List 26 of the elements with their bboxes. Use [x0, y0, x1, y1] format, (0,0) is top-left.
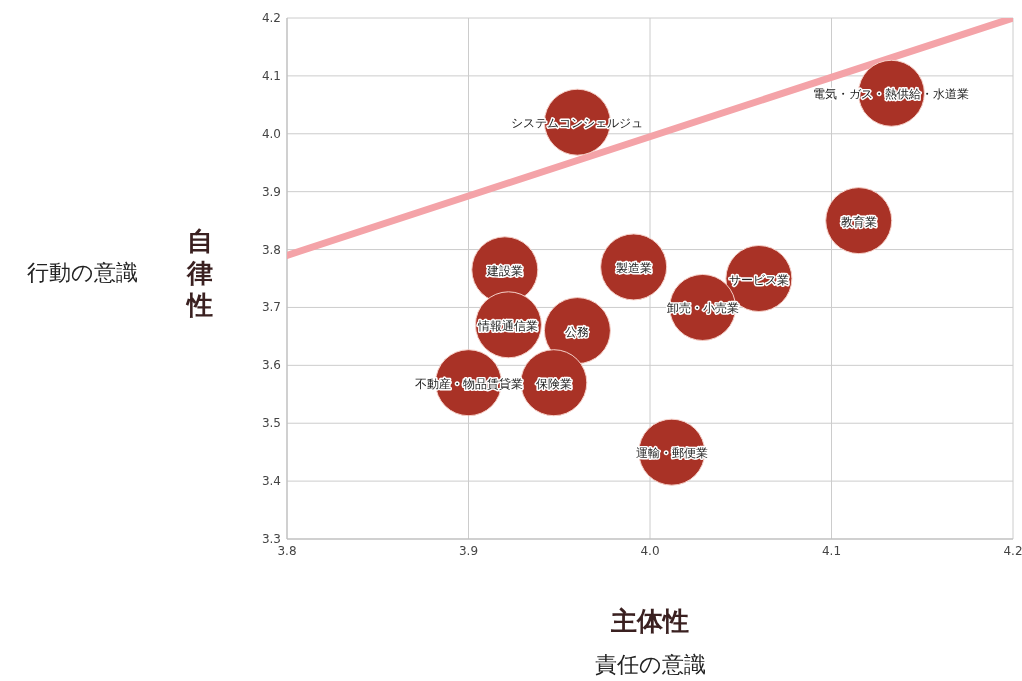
y-axis-title: 自律性	[185, 226, 213, 320]
y-tick-label: 3.7	[261, 300, 281, 315]
text: 行動の意識	[26, 260, 138, 285]
y-tick-label: 4.2	[261, 11, 281, 25]
x-axis-title: 主体性	[610, 606, 689, 636]
annotation: 情報通信業	[477, 318, 539, 333]
annotation: 保険業	[535, 376, 572, 391]
x-tick-label: 4.1	[821, 544, 842, 558]
text: 責任の意識	[594, 652, 706, 677]
x-tick-label: 3.8	[277, 544, 297, 558]
y-tick-label: 3.9	[261, 184, 281, 199]
y-tick-label: 3.8	[261, 242, 281, 257]
x-tick-label: 4.2	[1003, 544, 1022, 558]
x-tick-label: 3.9	[458, 544, 479, 558]
y-tick-label: 4.0	[261, 126, 281, 141]
annotation: 教育業	[840, 214, 877, 229]
y-tick-label: 3.3	[261, 532, 281, 546]
annotation: 公務	[565, 324, 590, 339]
y-tick-label: 3.5	[261, 416, 281, 431]
y-tick-label: 3.6	[261, 358, 281, 373]
y-tick-label: 3.4	[261, 474, 281, 489]
y-tick-label: 4.1	[261, 68, 281, 83]
annotation: 製造業	[615, 260, 652, 275]
annotation: 建設業	[485, 263, 523, 278]
annotation: サービス業	[728, 272, 789, 287]
x-tick-label: 4.0	[640, 544, 660, 558]
